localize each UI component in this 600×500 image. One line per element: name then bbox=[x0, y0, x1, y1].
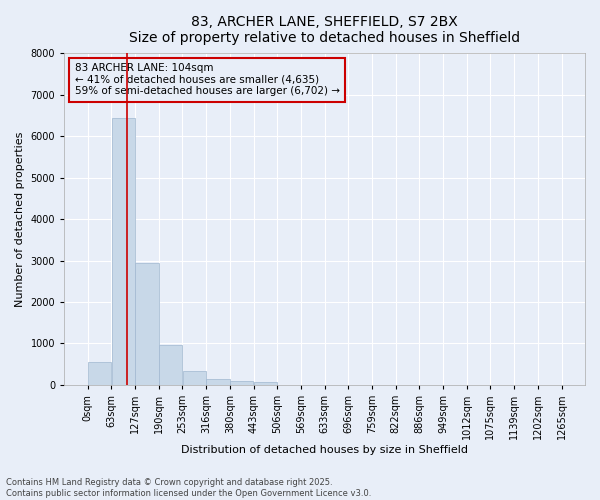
Text: 83 ARCHER LANE: 104sqm
← 41% of detached houses are smaller (4,635)
59% of semi-: 83 ARCHER LANE: 104sqm ← 41% of detached… bbox=[74, 64, 340, 96]
Title: 83, ARCHER LANE, SHEFFIELD, S7 2BX
Size of property relative to detached houses : 83, ARCHER LANE, SHEFFIELD, S7 2BX Size … bbox=[129, 15, 520, 45]
Y-axis label: Number of detached properties: Number of detached properties bbox=[15, 132, 25, 307]
X-axis label: Distribution of detached houses by size in Sheffield: Distribution of detached houses by size … bbox=[181, 445, 468, 455]
Bar bbox=[206, 378, 230, 385]
Bar bbox=[88, 362, 111, 385]
Bar bbox=[135, 262, 158, 385]
Text: Contains HM Land Registry data © Crown copyright and database right 2025.
Contai: Contains HM Land Registry data © Crown c… bbox=[6, 478, 371, 498]
Bar bbox=[112, 118, 135, 385]
Bar bbox=[254, 382, 277, 385]
Bar bbox=[159, 345, 182, 385]
Bar bbox=[230, 381, 253, 385]
Bar bbox=[182, 371, 206, 385]
